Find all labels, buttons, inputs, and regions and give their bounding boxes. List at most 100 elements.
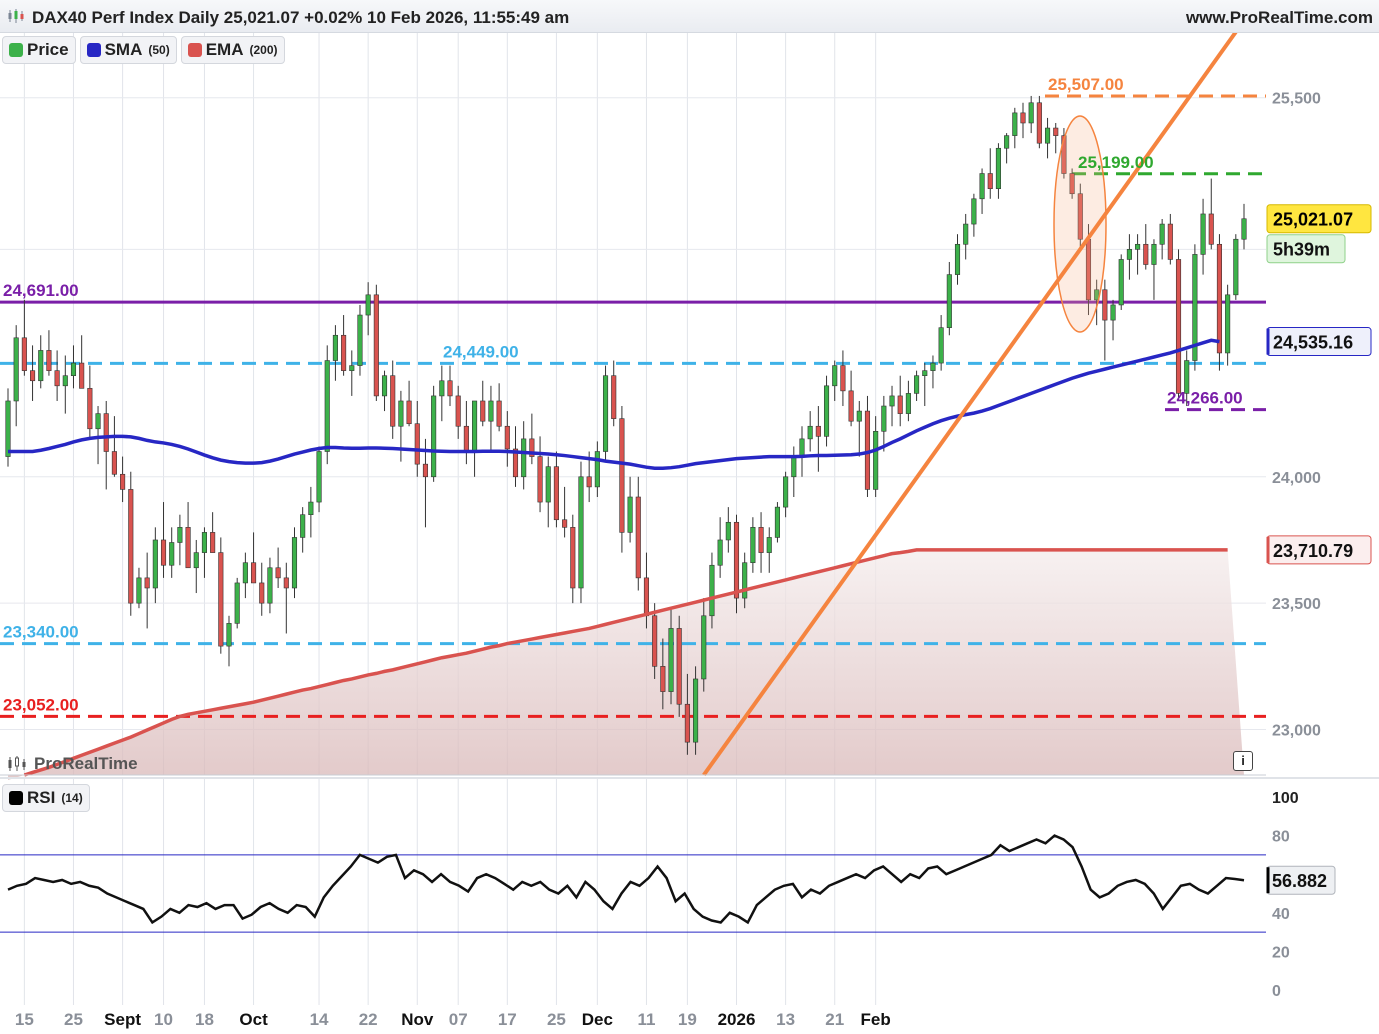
candle-body (1036, 102, 1042, 144)
x-tick-label: 10 (154, 1010, 173, 1029)
candle-body (1225, 294, 1231, 354)
candle-body (668, 628, 674, 692)
candle-body (193, 552, 199, 569)
x-tick-label: 11 (637, 1010, 655, 1029)
x-tick-label: 07 (449, 1010, 468, 1029)
x-tick-label: Feb (861, 1010, 891, 1029)
prorealtime-watermark: ProRealTime (6, 754, 138, 774)
candle-body (30, 370, 36, 382)
candle-body (643, 577, 650, 617)
candle-body (1004, 135, 1010, 149)
candle-body (259, 582, 265, 604)
candle-body (472, 400, 478, 452)
trendline (702, 30, 1238, 777)
candle-body (684, 703, 690, 743)
candle-body (823, 385, 830, 437)
candle-body (954, 243, 961, 275)
x-tick-label: 25 (547, 1010, 566, 1029)
x-tick-label: 21 (825, 1010, 844, 1029)
price-tag-label: 24,535.16 (1273, 333, 1353, 353)
countdown-label: 5h39m (1273, 240, 1330, 260)
candle-body (1069, 173, 1075, 195)
legend-sma[interactable]: SMA (50) (79, 36, 177, 64)
price-color-swatch (9, 43, 23, 57)
candle-body (783, 476, 789, 508)
candle-body (946, 274, 952, 328)
candle-body (226, 623, 232, 647)
time-axis-bg (0, 1005, 1379, 1034)
level-label: 24,691.00 (3, 281, 79, 300)
candle-body (881, 405, 887, 432)
candlestick-icon (8, 756, 26, 771)
candle-body (594, 451, 600, 488)
candle-body (1184, 360, 1190, 394)
candle-body (1126, 249, 1132, 260)
candle-body (316, 451, 322, 503)
candle-body (201, 532, 208, 553)
candle-body (676, 628, 682, 705)
candle-body (971, 198, 977, 225)
x-tick-label: Nov (401, 1010, 434, 1029)
candle-body (807, 425, 813, 440)
level-label: 23,052.00 (3, 695, 79, 714)
candle-body (275, 567, 281, 579)
y-tick-label: 25,500 (1272, 91, 1321, 108)
candle-body (120, 473, 126, 490)
candlesticks (5, 95, 1247, 755)
candle-body (439, 380, 445, 397)
candle-body (357, 314, 363, 366)
price-tag-label: 23,710.79 (1273, 541, 1353, 561)
candle-body (611, 375, 617, 419)
candle-body (128, 489, 134, 604)
legend-ema[interactable]: EMA (200) (180, 36, 285, 64)
candle-body (627, 496, 633, 533)
candle-body (602, 375, 609, 452)
candle-body (873, 430, 879, 490)
candle-body (136, 577, 142, 604)
legend-rsi[interactable]: RSI (14) (2, 784, 90, 812)
rsi-tag-label: 56.882 (1272, 871, 1327, 891)
candle-body (1167, 223, 1173, 260)
candle-body (87, 388, 93, 430)
candle-body (774, 506, 780, 538)
candle-body (341, 334, 347, 371)
legend-price[interactable]: Price (2, 36, 76, 64)
candle-body (1143, 243, 1149, 265)
candle-body (1175, 259, 1182, 394)
candle-body (930, 362, 936, 371)
ema-color-swatch (187, 43, 202, 57)
candle-body (562, 519, 568, 528)
candle-body (1208, 213, 1214, 245)
candle-body (979, 173, 985, 200)
x-tick-label: 17 (498, 1010, 517, 1029)
info-icon[interactable]: i (1233, 751, 1253, 771)
candle-body (488, 400, 494, 422)
candle-body (463, 425, 469, 452)
candle-body (496, 400, 502, 427)
level-labels: 25,507.00 25,199.00 24,691.00 24,449.00 24,2… (3, 75, 1243, 714)
candle-body (308, 501, 314, 515)
candle-body (725, 521, 731, 541)
candle-body (480, 400, 486, 422)
candle-body (390, 375, 396, 427)
candle-body (545, 466, 551, 503)
x-tick-label: 2026 (718, 1010, 756, 1029)
candle-body (365, 294, 371, 316)
candle-body (529, 438, 535, 457)
candle-body (381, 375, 388, 397)
candle-body (619, 418, 625, 533)
candle-body (1192, 254, 1198, 361)
candle-body (234, 582, 240, 624)
site-url[interactable]: www.ProRealTime.com (1185, 8, 1373, 27)
x-tick-label: 25 (64, 1010, 83, 1029)
candle-body (1159, 223, 1165, 245)
y-tick-label: 24,000 (1272, 470, 1321, 487)
candle-body (586, 476, 592, 488)
candle-body (791, 456, 797, 478)
instrument-title: DAX40 Perf Index Daily 25,021.07 +0.02% … (32, 8, 570, 27)
level-label: 24,266.00 (1167, 389, 1243, 408)
candle-body (504, 425, 510, 450)
candle-body (914, 375, 920, 394)
candle-body (897, 395, 903, 414)
candle-body (922, 370, 928, 377)
